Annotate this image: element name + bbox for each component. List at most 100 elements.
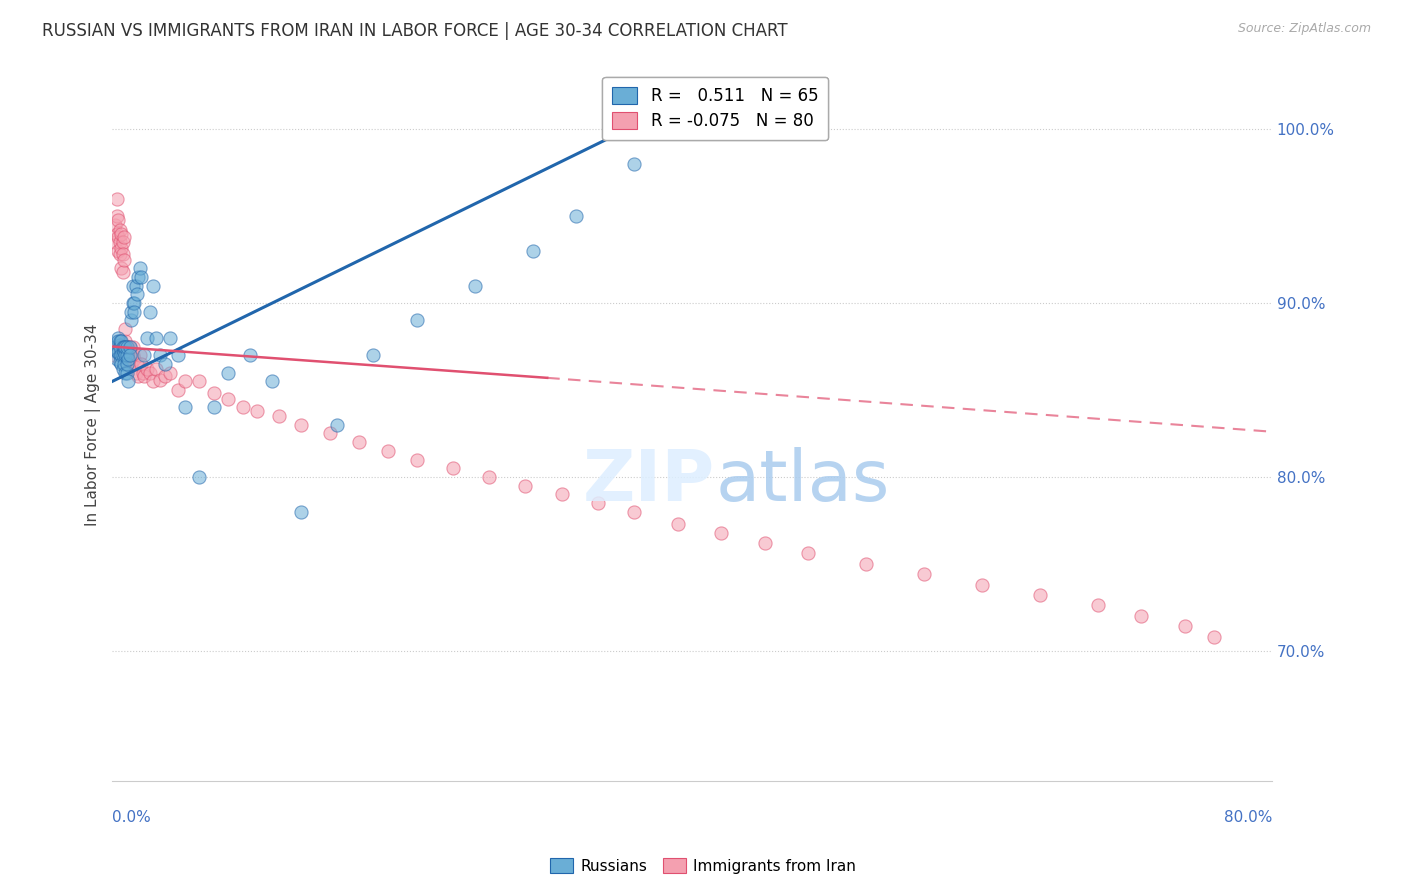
Point: [1087, 599, 1109, 613]
Point: [108, 223, 131, 237]
Point: [159, 366, 181, 380]
Point: [131, 357, 153, 371]
Point: [188, 470, 211, 484]
Point: [623, 505, 645, 519]
Point: [112, 230, 135, 244]
Text: atlas: atlas: [716, 447, 890, 516]
Point: [290, 505, 312, 519]
Point: [114, 322, 136, 336]
Point: [107, 230, 129, 244]
Point: [108, 338, 131, 352]
Point: [121, 296, 143, 310]
Text: ZIP: ZIP: [583, 447, 716, 516]
Point: [128, 270, 150, 285]
Point: [108, 340, 131, 354]
Point: [129, 348, 152, 362]
Legend: R =   0.511   N = 65, R = -0.075   N = 80: R = 0.511 N = 65, R = -0.075 N = 80: [602, 77, 828, 140]
Point: [115, 348, 138, 362]
Point: [112, 252, 135, 267]
Point: [142, 374, 165, 388]
Point: [120, 313, 142, 327]
Point: [121, 340, 143, 354]
Point: [125, 357, 148, 371]
Point: [122, 351, 145, 366]
Point: [108, 334, 131, 349]
Point: [202, 386, 225, 401]
Point: [149, 373, 172, 387]
Point: [111, 348, 134, 362]
Point: [122, 305, 145, 319]
Point: [347, 435, 370, 450]
Point: [105, 351, 128, 366]
Point: [239, 348, 262, 362]
Point: [159, 331, 181, 345]
Point: [118, 348, 141, 362]
Point: [623, 157, 645, 171]
Text: 0.0%: 0.0%: [112, 810, 152, 824]
Text: RUSSIAN VS IMMIGRANTS FROM IRAN IN LABOR FORCE | AGE 30-34 CORRELATION CHART: RUSSIAN VS IMMIGRANTS FROM IRAN IN LABOR…: [42, 22, 787, 40]
Point: [105, 227, 128, 241]
Point: [110, 227, 132, 241]
Point: [260, 374, 283, 388]
Point: [114, 366, 136, 380]
Point: [122, 296, 145, 310]
Point: [710, 525, 733, 540]
Point: [111, 247, 134, 261]
Point: [111, 265, 134, 279]
Point: [363, 348, 385, 362]
Point: [129, 261, 152, 276]
Point: [202, 401, 225, 415]
Point: [246, 404, 269, 418]
Point: [405, 313, 427, 327]
Point: [105, 192, 128, 206]
Point: [117, 374, 139, 388]
Point: [188, 374, 211, 388]
Point: [149, 348, 172, 362]
Point: [107, 344, 129, 359]
Point: [108, 348, 131, 362]
Point: [1202, 630, 1225, 644]
Point: [111, 340, 134, 354]
Point: [125, 287, 148, 301]
Point: [1174, 619, 1197, 633]
Point: [855, 557, 877, 571]
Point: [232, 401, 254, 415]
Point: [132, 366, 155, 380]
Point: [565, 209, 588, 223]
Point: [153, 369, 176, 384]
Point: [464, 278, 486, 293]
Point: [145, 331, 167, 345]
Point: [515, 478, 537, 492]
Point: [115, 357, 138, 371]
Point: [173, 374, 195, 388]
Point: [145, 362, 167, 376]
Point: [115, 357, 138, 371]
Point: [114, 340, 136, 354]
Point: [111, 235, 134, 250]
Point: [118, 340, 141, 354]
Point: [105, 209, 128, 223]
Point: [111, 362, 134, 376]
Point: [120, 305, 142, 319]
Point: [121, 278, 143, 293]
Legend: Russians, Immigrants from Iran: Russians, Immigrants from Iran: [544, 852, 862, 880]
Point: [124, 278, 146, 293]
Point: [405, 452, 427, 467]
Point: [118, 348, 141, 362]
Point: [131, 270, 153, 285]
Point: [326, 417, 349, 432]
Point: [136, 362, 159, 376]
Point: [586, 496, 609, 510]
Text: 80.0%: 80.0%: [1223, 810, 1272, 824]
Point: [134, 369, 156, 384]
Point: [117, 351, 139, 366]
Point: [522, 244, 544, 258]
Point: [142, 278, 165, 293]
Point: [107, 212, 129, 227]
Point: [124, 366, 146, 380]
Point: [114, 334, 136, 349]
Point: [114, 348, 136, 362]
Point: [128, 369, 150, 384]
Point: [1130, 608, 1153, 623]
Point: [134, 348, 156, 362]
